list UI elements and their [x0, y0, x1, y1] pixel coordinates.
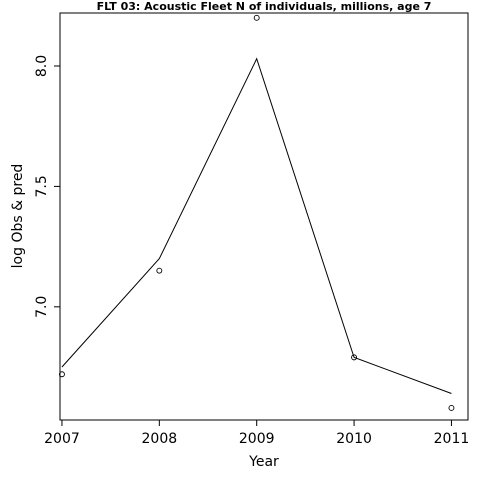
observed-point [156, 267, 163, 274]
x-tick-label: 2007 [44, 431, 80, 447]
x-tick-label: 2011 [434, 431, 470, 447]
y-tick-label: 8.0 [34, 55, 50, 77]
y-axis-label: log Obs & pred [10, 164, 26, 269]
x-tick-label: 2008 [142, 431, 178, 447]
y-tick-label: 7.5 [34, 175, 50, 197]
y-tick-label: 7.0 [34, 296, 50, 318]
plot-frame [59, 12, 469, 421]
y-axis: 7.0 7.5 8.0 [34, 55, 60, 318]
predicted-line [61, 57, 452, 394]
x-axis: 2007 2008 2009 2010 2011 [44, 420, 469, 447]
observed-point [448, 405, 455, 411]
observed-point [253, 14, 260, 21]
observed-point [58, 371, 65, 378]
x-tick-label: 2009 [239, 431, 275, 447]
observed-point [351, 354, 358, 361]
x-axis-label: Year [248, 454, 279, 470]
chart-title: FLT 03: Acoustic Fleet N of individuals,… [97, 0, 432, 13]
x-tick-label: 2010 [336, 431, 372, 447]
series-layer [58, 14, 455, 411]
